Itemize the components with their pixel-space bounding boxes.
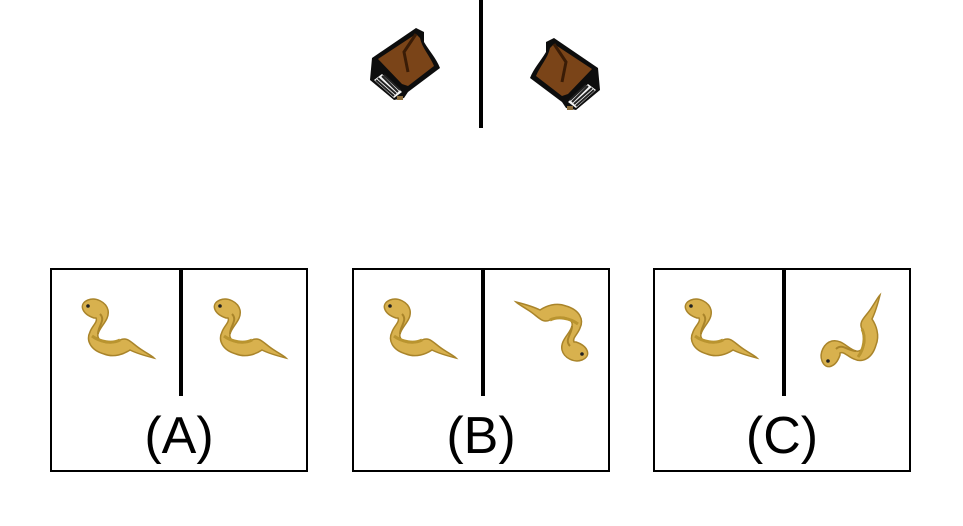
coiled-snake-icon [679, 296, 759, 360]
option-divider [179, 270, 183, 396]
grand-piano-icon [364, 26, 442, 120]
coiled-snake-icon [813, 293, 893, 369]
option-divider [782, 270, 786, 396]
prompt-divider [479, 0, 483, 128]
option-divider [481, 270, 485, 396]
option-label: (A) [144, 407, 214, 465]
grand-piano-icon [528, 36, 606, 130]
option-b[interactable]: (B) [352, 268, 610, 472]
option-label: (C) [745, 407, 819, 465]
coiled-snake-icon [514, 300, 594, 364]
option-c[interactable]: (C) [653, 268, 911, 472]
option-a[interactable]: (A) [50, 268, 308, 472]
coiled-snake-icon [208, 296, 288, 360]
option-label: (B) [446, 407, 516, 465]
coiled-snake-icon [76, 296, 156, 360]
coiled-snake-icon [378, 296, 458, 360]
